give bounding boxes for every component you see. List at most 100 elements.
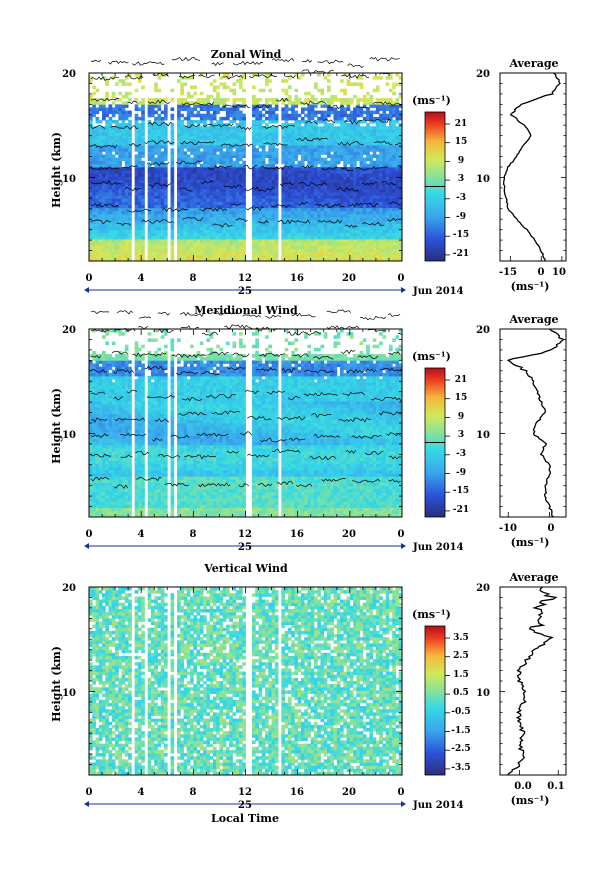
heatmap-cell (212, 198, 217, 202)
heatmap-cell (242, 201, 246, 205)
heatmap-cell (261, 129, 266, 133)
heatmap-cell (327, 226, 331, 231)
profile-x-label: (ms⁻¹) (511, 280, 550, 293)
heatmap-cell (118, 214, 122, 218)
heatmap-cell (297, 167, 302, 171)
heatmap-cell (170, 226, 175, 231)
heatmap-cell (359, 82, 364, 86)
heatmap-cell (340, 135, 344, 140)
colorbar-tick-label: -3 (456, 193, 466, 203)
heatmap-cell (327, 126, 331, 130)
heatmap-cell (271, 210, 276, 215)
heatmap-cell (362, 248, 367, 252)
heatmap-cell (349, 116, 354, 121)
heatmap-cell (147, 217, 152, 221)
heatmap-cell (271, 214, 276, 218)
heatmap-cell (154, 235, 158, 240)
heatmap-cell (353, 110, 357, 115)
heatmap-cell (206, 229, 211, 234)
heatmap-cell (333, 151, 338, 155)
heatmap-cell (369, 129, 374, 133)
heatmap-cell (392, 220, 396, 224)
heatmap-cell (398, 82, 403, 86)
heatmap-cell (235, 145, 240, 149)
heatmap-cell (398, 167, 403, 171)
heatmap-cell (291, 257, 295, 262)
heatmap-cell (336, 220, 341, 224)
heatmap-cell (209, 94, 214, 99)
heatmap-cell (238, 257, 243, 262)
heatmap-cell (265, 76, 269, 80)
heatmap-cell (102, 416, 106, 421)
heatmap-cell (320, 242, 325, 246)
heatmap-cell (190, 138, 194, 143)
heatmap-cell (115, 242, 119, 246)
heatmap-cell (271, 163, 276, 168)
heatmap-cell (235, 176, 240, 180)
heatmap-cell (183, 173, 188, 177)
heatmap-cell (307, 116, 312, 121)
heatmap-cell (346, 220, 351, 224)
heatmap-cell (128, 173, 132, 177)
heatmap-cell (128, 185, 132, 190)
heatmap-cell (102, 435, 106, 440)
heatmap-cell (118, 167, 122, 171)
heatmap-cell (102, 257, 106, 262)
heatmap-cell (356, 107, 361, 111)
heatmap-cell (388, 226, 393, 231)
heatmap-cell (349, 173, 354, 177)
heatmap-cell (362, 188, 367, 193)
heatmap-cell (190, 251, 194, 256)
heatmap-cell (375, 214, 380, 218)
heatmap-cell (121, 157, 126, 162)
heatmap-cell (261, 217, 266, 221)
heatmap-cell (209, 185, 214, 190)
heatmap-cell (261, 245, 266, 249)
heatmap-cell (180, 185, 184, 190)
heatmap-cell (95, 173, 100, 177)
heatmap-cell (157, 179, 162, 184)
heatmap-cell (300, 126, 305, 130)
heatmap-cell (102, 220, 106, 224)
heatmap-cell (108, 179, 113, 184)
heatmap-cell (323, 223, 328, 227)
heatmap-cell (310, 182, 315, 187)
heatmap-cell (190, 223, 194, 227)
heatmap-cell (186, 217, 191, 221)
heatmap-cell (307, 257, 312, 262)
heatmap-cell (395, 242, 400, 246)
heatmap-cell (268, 248, 272, 252)
heatmap-cell (372, 167, 377, 171)
heatmap-cell (291, 226, 295, 231)
heatmap-cell (327, 251, 331, 256)
heatmap-cell (203, 113, 207, 118)
heatmap-cell (225, 217, 230, 221)
heatmap-cell (229, 88, 233, 93)
heatmap-cell (219, 148, 224, 152)
heatmap-cell (235, 217, 240, 221)
heatmap-cell (333, 113, 338, 118)
heatmap-cell (137, 182, 142, 187)
heatmap-cell (196, 226, 201, 231)
heatmap-cell (154, 98, 158, 102)
heatmap-cell (333, 195, 338, 199)
heatmap-cell (111, 176, 116, 180)
heatmap-cell (193, 151, 197, 155)
heatmap-cell (310, 157, 315, 162)
heatmap-cell (95, 382, 100, 386)
heatmap-cell (229, 251, 233, 256)
heatmap-cell (177, 110, 181, 115)
heatmap-cell (265, 207, 269, 212)
heatmap-cell (395, 135, 400, 140)
heatmap-cell (177, 245, 181, 249)
heatmap-cell (147, 126, 152, 130)
heatmap-cell (206, 107, 211, 111)
heatmap-cell (340, 101, 344, 105)
heatmap-cell (134, 160, 139, 165)
heatmap-cell (160, 126, 165, 130)
heatmap-cell (105, 466, 109, 471)
heatmap-cell (294, 235, 299, 240)
heatmap-cell (284, 242, 289, 246)
heatmap-cell (317, 245, 321, 249)
heatmap-cell (219, 157, 224, 162)
